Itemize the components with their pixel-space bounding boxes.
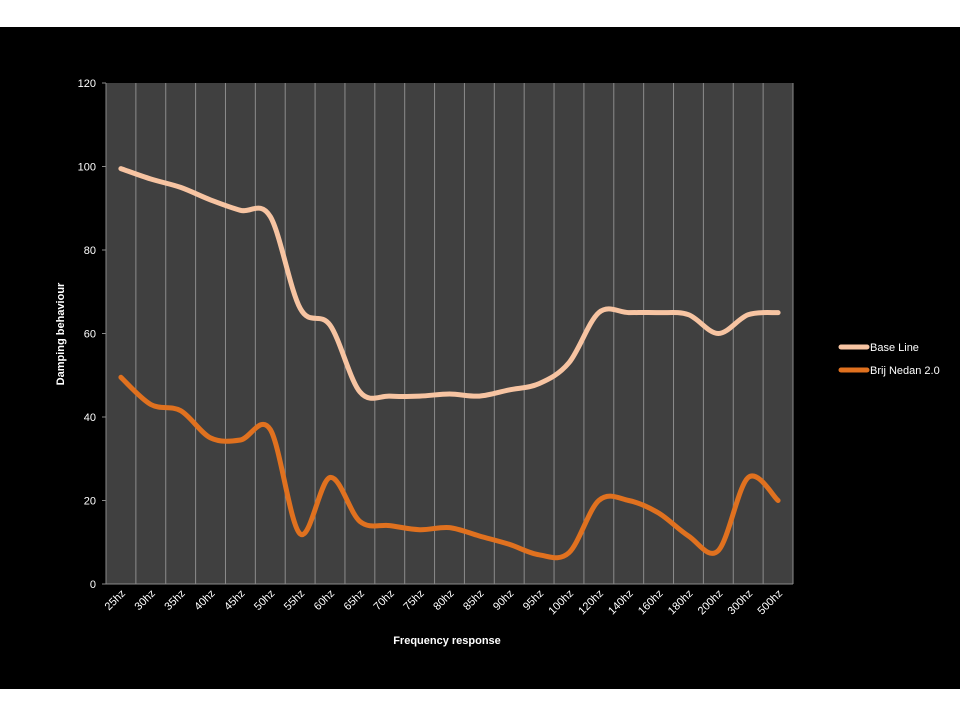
x-tick-label: 120hz: [576, 588, 606, 618]
x-tick-label: 30hz: [133, 588, 158, 613]
x-tick-label: 200hz: [696, 588, 726, 618]
x-tick-label: 70hz: [372, 588, 397, 613]
x-tick-label: 140hz: [606, 588, 636, 618]
x-tick-label: 180hz: [666, 588, 696, 618]
line-chart: 0 20 40 60 80 100 120 25hz 30hz 35hz 40hz 45hz 50hz…: [55, 78, 940, 647]
x-tick-label: 25hz: [103, 588, 128, 613]
y-tick-label: 100: [78, 162, 96, 174]
x-tick-label: 60hz: [312, 588, 337, 613]
plot-area: [106, 83, 793, 584]
y-tick-label: 0: [90, 579, 96, 591]
series-line-2: [118, 374, 781, 561]
x-tick-label: 95hz: [521, 588, 546, 613]
y-tick-labels: 0 20 40 60 80 100 120: [78, 78, 106, 591]
y-axis-title: Damping behaviour: [55, 282, 67, 385]
x-axis-title: Frequency response: [393, 635, 501, 647]
x-tick-label: 90hz: [491, 588, 516, 613]
y-tick-label: 40: [84, 412, 96, 424]
x-tick-label: 40hz: [192, 588, 217, 613]
x-tick-label: 35hz: [162, 588, 187, 613]
x-tick-label: 50hz: [252, 588, 277, 613]
legend-label: Brij Nedan 2.0: [870, 365, 940, 377]
gridlines: [135, 83, 794, 584]
x-tick-label: 300hz: [726, 588, 756, 618]
series-lines: [118, 166, 781, 561]
x-tick-label: 85hz: [461, 588, 486, 613]
x-tick-label: 500hz: [755, 588, 785, 618]
y-tick-label: 120: [78, 78, 96, 90]
x-tick-label: 65hz: [342, 588, 367, 613]
x-tick-label: 55hz: [282, 588, 307, 613]
x-tick-label: 75hz: [401, 588, 426, 613]
x-tick-labels: 25hz 30hz 35hz 40hz 45hz 50hz 55hz 60hz 65hz 70hz…: [103, 588, 785, 618]
x-tick-label: 80hz: [431, 588, 456, 613]
legend-label: Base Line: [870, 342, 919, 354]
x-tick-label: 160hz: [636, 588, 666, 618]
series-line-1: [118, 166, 781, 401]
legend: Base Line Brij Nedan 2.0: [838, 342, 940, 377]
slide-background: 0 20 40 60 80 100 120 25hz 30hz 35hz 40hz 45hz 50hz…: [0, 27, 960, 689]
y-tick-label: 60: [84, 329, 96, 341]
x-tick-label: 45hz: [222, 588, 247, 613]
y-tick-label: 80: [84, 245, 96, 257]
x-tick-label: 100hz: [546, 588, 576, 618]
y-tick-label: 20: [84, 496, 96, 508]
